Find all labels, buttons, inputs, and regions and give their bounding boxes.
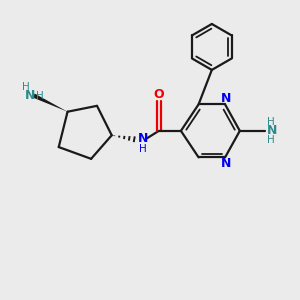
Text: H: H [267, 117, 274, 127]
Text: H: H [139, 144, 146, 154]
Text: H: H [22, 82, 29, 92]
Text: H: H [36, 91, 44, 100]
Text: N: N [137, 132, 148, 145]
Text: N: N [267, 124, 278, 137]
Text: N: N [221, 157, 232, 170]
Text: O: O [154, 88, 164, 100]
Text: N: N [221, 92, 232, 105]
Text: N: N [25, 89, 35, 102]
Polygon shape [33, 94, 68, 112]
Text: H: H [267, 135, 274, 145]
